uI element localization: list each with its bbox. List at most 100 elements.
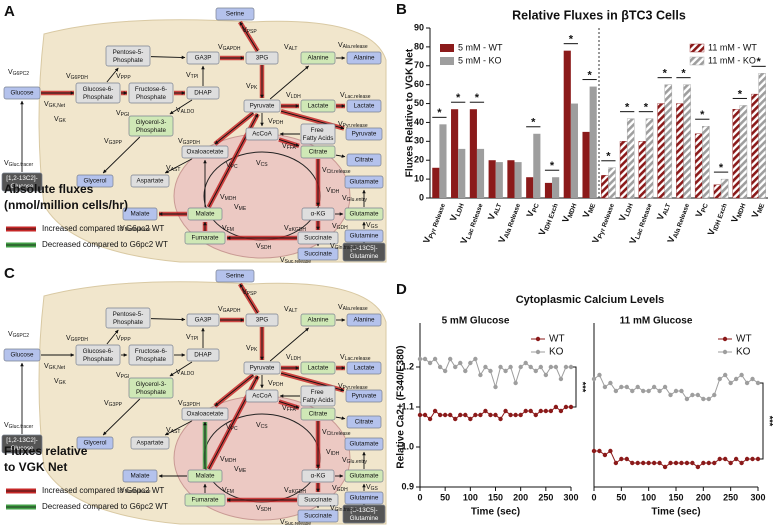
significance-bracket [573, 366, 577, 408]
data-point [518, 412, 523, 418]
metabolite-box [215, 7, 255, 21]
metabolite-label: Glutamate [349, 441, 379, 448]
data-point [657, 388, 662, 394]
metabolite-label: Oxaloacetate [186, 149, 224, 156]
bar [601, 175, 609, 199]
data-point [563, 404, 569, 410]
flux-label: VIDH [326, 449, 340, 457]
metabolite-box [297, 493, 339, 507]
panel-label: A [4, 3, 15, 20]
legend-swatch [440, 57, 454, 65]
flux-label: VG3PDH [178, 400, 200, 408]
data-point [427, 416, 433, 422]
data-point [508, 364, 513, 370]
bar [751, 93, 759, 199]
data-point [613, 460, 619, 466]
data-point [528, 408, 533, 414]
data-point [533, 368, 538, 374]
panel-label: D [396, 281, 407, 298]
metabolite-box [342, 242, 386, 262]
metabolite-box [184, 493, 226, 507]
metabolite-label: Aspartate [137, 178, 164, 185]
metabolite-label: 3PG [256, 55, 269, 62]
metabolite-box [243, 99, 281, 113]
data-point [690, 392, 695, 398]
data-point [442, 412, 448, 418]
data-point [624, 384, 629, 390]
x-tick-label: VMDH [729, 201, 747, 225]
significance-marker: * [644, 102, 649, 114]
bar [589, 86, 597, 198]
diagram-caption: Absolute fluxes [4, 182, 94, 196]
data-point [673, 388, 679, 394]
metabolite-box [346, 51, 382, 65]
metabolite-box [245, 51, 279, 65]
bar [476, 148, 485, 198]
data-point [468, 416, 473, 422]
bar [657, 103, 665, 199]
flux-label: VSuc.release [280, 257, 311, 265]
data-point [523, 408, 528, 414]
legend-label: Decreased compared to G6pc2 WT [42, 502, 168, 511]
data-point [437, 364, 443, 370]
data-point [668, 392, 673, 398]
metabolite-box [76, 436, 114, 450]
flux-arrow [164, 158, 192, 174]
flux-arrow [214, 112, 254, 145]
legend-label: KO [736, 347, 751, 358]
significance-marker: * [625, 102, 630, 114]
flux-label: VGK [54, 378, 67, 386]
metabolite-box [75, 82, 121, 104]
y-tick-label: 0 [419, 192, 424, 202]
metabolite-box [345, 389, 383, 403]
metabolite-box [245, 127, 279, 141]
data-point [558, 376, 564, 382]
x-tick-label: 200 [513, 492, 528, 502]
data-point [630, 460, 635, 466]
data-point [651, 384, 657, 390]
data-point [728, 380, 733, 386]
metabolite-box [128, 115, 174, 137]
flux-label: VGln.tracer [330, 505, 357, 513]
data-point [538, 364, 543, 370]
x-tick-label: VPyr Release [421, 201, 446, 246]
data-point [528, 364, 533, 370]
flux-arrow [150, 55, 186, 60]
metabolite-box [181, 407, 229, 421]
flux-arrow [169, 99, 193, 115]
data-point [591, 376, 597, 382]
metabolite-label: [1,2-13C2]-Glucose [6, 175, 38, 190]
flux-arrow [269, 327, 309, 362]
data-point [668, 460, 673, 466]
flux-label: VFFA [282, 143, 297, 151]
data-point [635, 384, 640, 390]
significance-marker: * [738, 88, 743, 100]
metabolite-label: Pentose-5-Phosphate [113, 311, 144, 326]
x-tick-label: VLDH [448, 201, 465, 223]
flux-label: VAla.release [338, 42, 368, 50]
metabolite-box [300, 145, 336, 159]
flux-arrow [239, 283, 259, 314]
data-point [498, 416, 503, 422]
metabolite-label: Serine [226, 11, 245, 18]
bar [676, 103, 684, 199]
metabolite-box [1, 172, 43, 192]
metabolite-box [344, 175, 384, 189]
legend-swatch [440, 44, 454, 52]
flux-label: VPDH [268, 118, 284, 126]
diagram-caption: to VGK Net [4, 460, 67, 474]
flux-label: VGK,Net [44, 363, 66, 371]
data-point [432, 408, 438, 414]
data-point [448, 412, 453, 418]
data-point [733, 376, 739, 382]
flux-label: VGK [54, 116, 67, 124]
bar [664, 84, 673, 199]
metabolite-box [346, 361, 382, 375]
flux-label: VFM [222, 225, 234, 233]
metabolite-box [346, 313, 382, 327]
data-point [679, 460, 684, 466]
data-point [641, 388, 646, 394]
bar [458, 148, 466, 198]
bar [758, 73, 766, 199]
